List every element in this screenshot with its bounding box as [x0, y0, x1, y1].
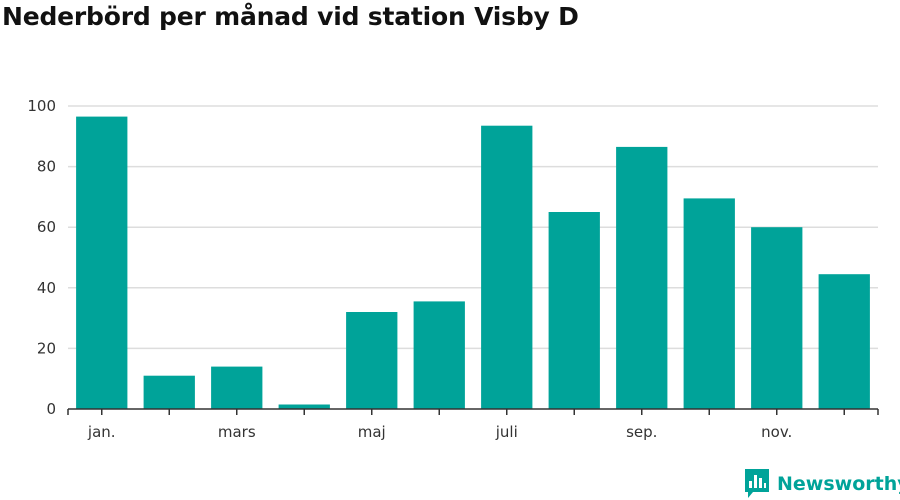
bars: [76, 116, 870, 409]
x-tick-label-maj: maj: [358, 423, 386, 441]
bar-nov: [751, 227, 803, 409]
bar-maj: [346, 312, 398, 409]
y-tick-label-100: 100: [27, 97, 56, 115]
bar-sep: [616, 146, 668, 409]
bar-okt: [683, 198, 735, 409]
newsworthy-brand: Newsworthy: [745, 469, 900, 499]
bar-jan: [76, 116, 128, 409]
brand-name: Newsworthy: [777, 473, 900, 495]
bar-mars: [211, 366, 263, 409]
x-tick-label-sep: sep.: [626, 423, 657, 441]
x-tick-label-juli: juli: [495, 423, 518, 441]
x-tick-label-nov: nov.: [761, 423, 792, 441]
bar-dec: [818, 274, 870, 409]
y-axis-labels: 0 20 40 60 80 100: [27, 97, 56, 418]
y-tick-label-0: 0: [46, 400, 56, 418]
y-tick-label-60: 60: [37, 218, 56, 236]
bar-feb: [143, 375, 195, 409]
bar-juni: [413, 301, 465, 409]
y-tick-label-80: 80: [37, 158, 56, 176]
gridlines: [68, 105, 878, 350]
y-tick-label-40: 40: [37, 279, 56, 297]
bar-juli: [481, 125, 533, 409]
bar-apr: [278, 404, 330, 409]
chart-title: Nederbörd per månad vid station Visby D: [2, 2, 579, 31]
y-tick-label-20: 20: [37, 339, 56, 357]
newsworthy-logo-icon: [745, 469, 769, 498]
x-axis: jan. mars maj juli sep. nov.: [67, 408, 879, 441]
x-tick-label-mars: mars: [218, 423, 256, 441]
x-tick-label-jan: jan.: [87, 423, 116, 441]
bar-aug: [548, 212, 600, 409]
